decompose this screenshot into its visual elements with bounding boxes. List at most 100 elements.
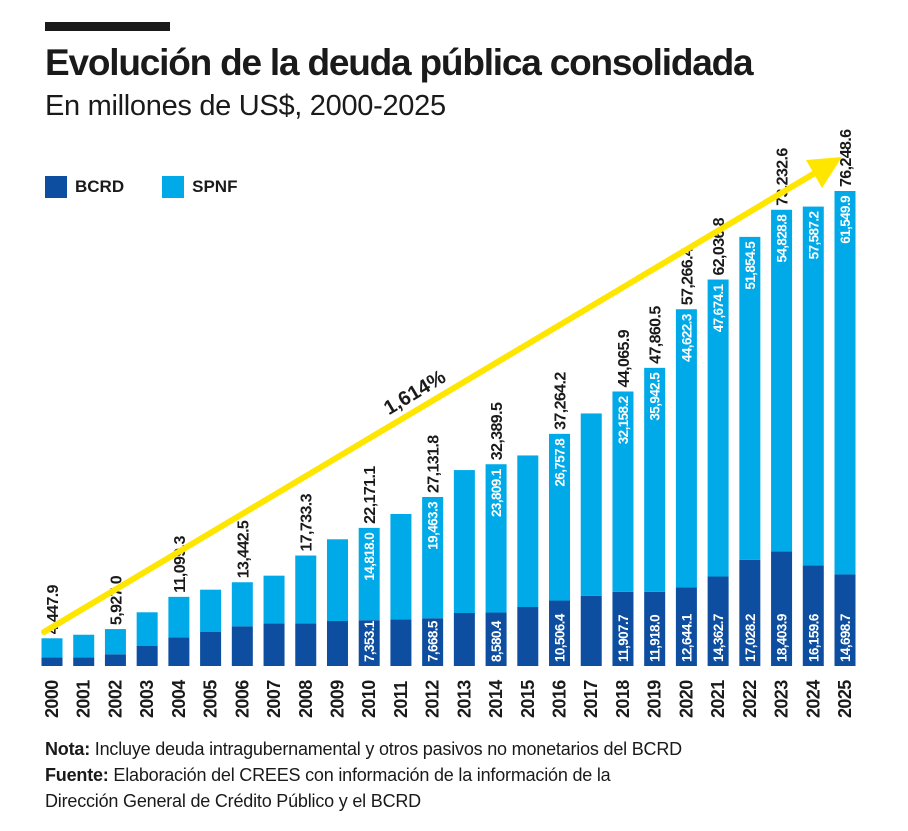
bar-bcrd-2011 [390,619,412,666]
bar-bcrd-2025 [834,574,856,666]
year-label-2005: 2005 [201,680,221,718]
year-label-2017: 2017 [581,680,601,718]
bar-spnf-2008 [295,555,317,624]
bar-bcrd-2021 [707,576,729,666]
bar-bcrd-2017 [580,595,602,666]
year-label-2000: 2000 [42,680,62,718]
bar-bcrd-2023 [771,551,793,666]
legend-item-spnf: SPNF [162,176,237,198]
legend-swatch-spnf [162,176,185,198]
bar-bcrd-2018 [612,591,634,666]
growth-arrow-head [806,157,842,188]
bar-bcrd-2015 [517,607,539,666]
page-title: Evolución de la deuda pública consolidad… [45,42,754,83]
total-label-2012: 27,131.8 [426,435,443,493]
bar-spnf-2022 [739,236,761,560]
bar-bcrd-2013 [453,612,475,666]
bar-bcrd-2019 [644,591,666,666]
bar-bcrd-2005 [200,631,222,666]
source-label: Fuente: [45,765,109,785]
legend-label-spnf: SPNF [192,177,238,196]
year-label-2012: 2012 [423,680,443,718]
bar-spnf-2007 [263,575,285,624]
bar-bcrd-2007 [263,623,285,666]
spnf-label-2022: 51,854.5 [743,241,758,290]
spnf-label-2016: 26,757.8 [553,438,568,487]
bar-spnf-2003 [136,612,158,647]
year-label-2014: 2014 [486,680,506,718]
bar-bcrd-2016 [549,600,571,666]
source-line: Fuente: Elaboración del CREES con inform… [45,762,682,788]
spnf-label-2021: 47,674.1 [711,283,726,332]
spnf-label-2024: 57,587.2 [806,211,821,259]
bar-spnf-2000 [41,638,63,658]
year-label-2020: 2020 [676,680,696,718]
bar-bcrd-2002 [104,654,126,666]
bcrd-label-2012: 7,668.5 [426,620,441,662]
spnf-label-2025: 61,549.9 [838,196,853,244]
year-label-2025: 2025 [835,680,855,718]
bcrd-label-2020: 12,644.1 [679,613,694,662]
legend-item-bcrd: BCRD [45,176,124,198]
bcrd-label-2021: 14,362.7 [711,614,726,662]
year-label-2010: 2010 [359,680,379,718]
spnf-label-2018: 32,158.2 [616,396,631,444]
legend: BCRD SPNF [45,176,237,198]
bcrd-label-2025: 14,698.7 [838,614,853,662]
bar-spnf-2019 [644,367,666,592]
year-label-2008: 2008 [296,680,316,718]
bar-bcrd-2001 [73,657,95,666]
bar-spnf-2017 [580,413,602,596]
note-line: Nota: Incluye deuda intragubernamental y… [45,736,682,762]
bar-spnf-2014 [485,464,507,613]
bar-bcrd-2012 [422,618,444,666]
bar-spnf-2023 [771,209,793,552]
legend-label-bcrd: BCRD [75,177,125,196]
year-label-2018: 2018 [613,680,633,718]
total-label-2016: 37,264.2 [553,372,570,430]
bar-bcrd-2008 [295,623,317,666]
year-label-2021: 2021 [708,680,728,718]
bar-spnf-2013 [453,470,475,613]
bcrd-label-2022: 17,028.2 [743,614,758,662]
total-label-2018: 44,065.9 [616,329,633,387]
spnf-label-2020: 44,622.3 [679,313,694,362]
year-label-2001: 2001 [74,680,94,718]
bar-spnf-2009 [326,539,348,622]
bar-bcrd-2022 [739,559,761,666]
year-label-2003: 2003 [137,680,157,718]
year-label-2006: 2006 [232,680,252,718]
total-label-2019: 47,860.5 [648,306,665,364]
year-label-2024: 2024 [803,680,823,718]
year-label-2007: 2007 [264,680,284,718]
bar-spnf-2011 [390,513,412,620]
bar-spnf-2006 [231,582,253,627]
total-label-2006: 13,442.5 [235,520,252,578]
bar-spnf-2005 [200,589,222,632]
bar-bcrd-2024 [802,565,824,666]
bar-spnf-2025 [834,191,856,575]
spnf-label-2010: 14,818.0 [362,533,377,581]
total-label-2025: 76,248.6 [838,129,855,187]
bar-spnf-2012 [422,496,444,619]
bcrd-label-2010: 7,353.1 [362,620,377,662]
year-label-2016: 2016 [550,680,570,718]
spnf-label-2014: 23,809.1 [489,468,504,517]
spnf-label-2012: 19,463.3 [426,501,441,550]
year-label-2023: 2023 [772,680,792,718]
bcrd-label-2024: 16,159.6 [806,613,821,662]
total-label-2020: 57,266.4 [679,247,696,305]
bar-bcrd-2009 [326,621,348,666]
year-label-2022: 2022 [740,680,760,718]
bcrd-label-2016: 10,506.4 [553,613,568,662]
source-line-2: Dirección General de Crédito Público y e… [45,791,421,811]
bar-spnf-2015 [517,455,539,608]
year-label-2015: 2015 [518,680,538,718]
total-label-2014: 32,389.5 [489,402,506,460]
title-accent-bar [45,22,170,31]
bar-spnf-2004 [168,596,190,638]
note-text: Incluye deuda intragubernamental y otros… [90,739,682,759]
year-label-2019: 2019 [645,680,665,718]
legend-swatch-bcrd [45,176,67,198]
